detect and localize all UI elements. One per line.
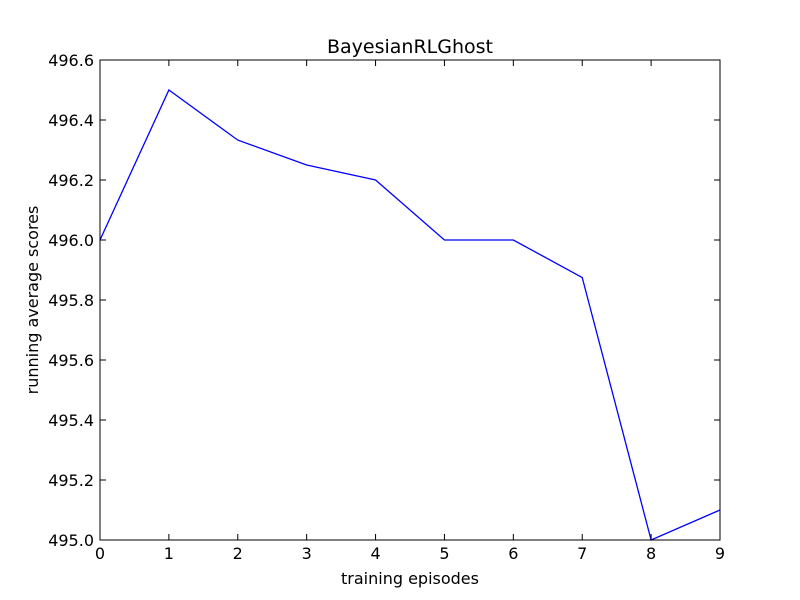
x-axis-label: training episodes (341, 569, 479, 588)
x-tick-label: 2 (233, 544, 243, 563)
x-tick-label: 8 (646, 544, 656, 563)
chart-title: BayesianRLGhost (327, 36, 493, 58)
y-tick-label: 495.4 (48, 411, 94, 430)
x-tick-label: 9 (715, 544, 725, 563)
x-tick-label: 3 (302, 544, 312, 563)
y-tick-label: 496.0 (48, 231, 94, 250)
y-tick-label: 496.2 (48, 171, 94, 190)
y-tick-label: 495.8 (48, 291, 94, 310)
x-tick-label: 7 (577, 544, 587, 563)
x-tick-label: 6 (508, 544, 518, 563)
y-tick-label: 496.6 (48, 51, 94, 70)
plot-area: 0 1 2 3 4 5 6 7 8 9 495.0 495.2 495.4 495.6 495.8 496.0… (48, 51, 725, 563)
x-tick-label: 1 (164, 544, 174, 563)
y-axis-label: running average scores (23, 206, 42, 395)
x-tick-label: 0 (95, 544, 105, 563)
x-tick-label: 5 (439, 544, 449, 563)
y-tick-label: 496.4 (48, 111, 94, 130)
x-tick-label: 4 (370, 544, 380, 563)
y-tick-label: 495.2 (48, 471, 94, 490)
series-line-0 (99, 89, 721, 541)
plot-frame (99, 59, 721, 541)
y-tick-label: 495.0 (48, 531, 94, 550)
y-tick-label: 495.6 (48, 351, 94, 370)
